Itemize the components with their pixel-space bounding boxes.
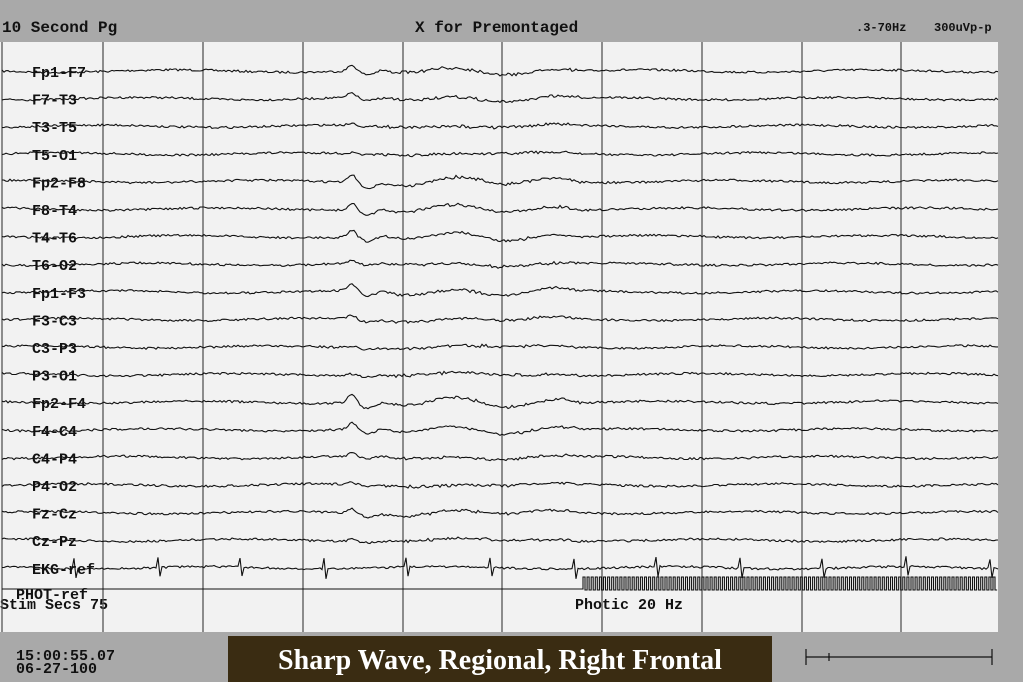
channel-label: EKG-ref xyxy=(32,562,95,579)
page-label: 10 Second Pg xyxy=(2,19,117,37)
eeg-trace xyxy=(1,150,999,158)
eeg-trace xyxy=(1,64,999,77)
eeg-trace xyxy=(1,92,999,104)
photic-rate: Photic 20 Hz xyxy=(575,597,683,614)
caption: Sharp Wave, Regional, Right Frontal xyxy=(278,645,722,676)
eeg-trace xyxy=(1,421,999,437)
date: 06-27-100 xyxy=(16,661,97,678)
channel-label: F3-C3 xyxy=(32,313,77,330)
eeg-trace xyxy=(1,229,999,243)
channel-label: Fp2-F4 xyxy=(32,396,86,413)
eeg-trace xyxy=(1,393,999,410)
eeg-trace xyxy=(2,556,999,579)
eeg-trace xyxy=(1,259,999,269)
channel-label: F8-T4 xyxy=(32,203,77,220)
channel-label: F4-C4 xyxy=(32,424,77,441)
eeg-trace xyxy=(1,122,999,130)
channel-label: Fp1-F7 xyxy=(32,65,86,82)
photic-channel: PHOT-ref xyxy=(16,587,88,604)
eeg-trace xyxy=(1,536,999,545)
sensitivity: 300uVp-p xyxy=(934,21,992,35)
channel-label: T3-T5 xyxy=(32,120,77,137)
scale-bar xyxy=(805,649,993,665)
channel-label: P3-O1 xyxy=(32,369,77,386)
eeg-trace xyxy=(1,202,999,216)
eeg-trace xyxy=(1,283,999,298)
channel-label: T4-T6 xyxy=(32,231,77,248)
channel-label: T6-O2 xyxy=(32,258,77,275)
eeg-trace xyxy=(1,370,999,379)
channel-label: Cz-Pz xyxy=(32,534,77,551)
filter: .3-70Hz xyxy=(856,21,906,35)
channel-label: P4-O2 xyxy=(32,479,77,496)
eeg-trace xyxy=(1,481,999,489)
channel-label: C4-P4 xyxy=(32,451,77,468)
stim-seconds: Stim Secs 75 xyxy=(0,597,108,614)
eeg-trace xyxy=(1,452,999,462)
eeg-trace xyxy=(1,507,999,519)
eeg-trace xyxy=(1,314,999,324)
channel-label: Fp1-F3 xyxy=(32,286,86,303)
photic-trace xyxy=(2,576,998,591)
time: 15:00:55.07 xyxy=(16,648,115,665)
channel-label: Fz-Cz xyxy=(32,507,77,524)
prompt: X for Premontaged xyxy=(415,19,578,37)
trace-area xyxy=(0,42,998,632)
channel-label: F7-T3 xyxy=(32,93,77,110)
channel-label: Fp2-F8 xyxy=(32,175,86,192)
caption-box xyxy=(228,636,772,682)
channel-label: C3-P3 xyxy=(32,341,77,358)
channel-label: T5-O1 xyxy=(32,148,77,165)
eeg-trace xyxy=(1,174,999,190)
eeg-trace xyxy=(1,343,998,351)
